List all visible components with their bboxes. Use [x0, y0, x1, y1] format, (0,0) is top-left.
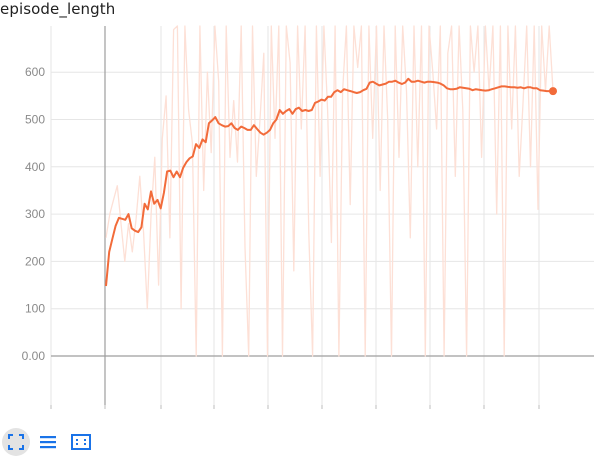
y-tick-label: 600 — [25, 65, 45, 79]
y-tick-label: 300 — [25, 207, 45, 221]
y-tick-label: 500 — [25, 113, 45, 127]
y-tick-label-zero: 0.00 — [22, 349, 46, 363]
y-tick-label: 400 — [25, 160, 45, 174]
fit-to-data-button[interactable] — [2, 428, 30, 456]
y-tick-label: 100 — [25, 302, 45, 316]
smoothed-series-line — [105, 77, 553, 287]
raw-series — [105, 25, 554, 357]
toggle-log-scale-icon — [40, 436, 56, 449]
chart-title: episode_length — [0, 0, 116, 18]
y-tick-label: 200 — [25, 254, 45, 268]
toggle-log-scale-button[interactable] — [34, 428, 62, 456]
smoothed-series — [105, 77, 557, 287]
axes — [50, 26, 594, 409]
chart-toolbar — [0, 424, 120, 458]
fit-to-data-icon — [8, 434, 24, 450]
toggle-zoom-button[interactable] — [66, 428, 94, 456]
y-tick-labels: 100 200 300 400 500 600 0.00 — [22, 65, 46, 363]
line-chart[interactable]: 100 200 300 400 500 600 0.00 — [0, 0, 594, 420]
last-point-marker — [549, 87, 557, 96]
toggle-zoom-icon — [71, 434, 91, 450]
raw-series-line — [105, 25, 554, 357]
